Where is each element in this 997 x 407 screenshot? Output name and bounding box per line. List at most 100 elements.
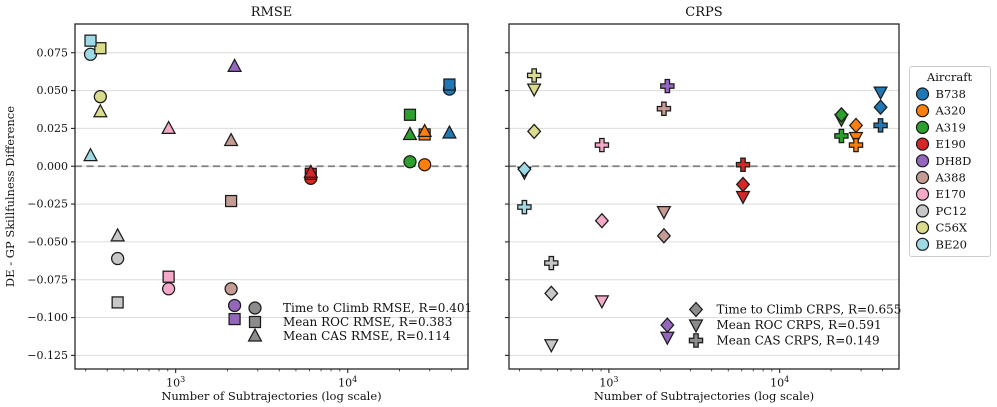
y-tick-label: −0.100 bbox=[27, 311, 68, 324]
y-axis-label-group: DE - GP Skillfulness Difference bbox=[3, 106, 17, 287]
crps-diamond-e170-point bbox=[594, 212, 610, 229]
y-tick-label: −0.075 bbox=[27, 273, 68, 286]
legend-circle-icon bbox=[248, 301, 262, 315]
y-tick-label: 0.025 bbox=[37, 122, 69, 135]
rmse-circle-a320-point bbox=[418, 158, 432, 172]
aircraft-legend-frame bbox=[909, 66, 991, 257]
aircraft-color-swatch-e170-icon bbox=[915, 187, 930, 201]
rmse-circle-c56x-point bbox=[93, 90, 107, 104]
aircraft-legend-label: B738 bbox=[936, 87, 966, 101]
crps-diamond-b738-point bbox=[873, 99, 888, 116]
rmse-circle-e170-point bbox=[161, 282, 176, 296]
rmse-triangle-up-b738-point bbox=[441, 124, 457, 139]
rmse-circle-dh8d-point bbox=[227, 298, 242, 313]
crps-triangle-down-pc12-point bbox=[543, 339, 559, 354]
crps-plus-e190-point bbox=[735, 157, 751, 172]
subplot-title: CRPS bbox=[685, 5, 722, 20]
crps-plus-e170-point bbox=[594, 137, 610, 153]
crps-diamond-dh8d-point bbox=[660, 317, 675, 334]
aircraft-legend-label: BE20 bbox=[936, 237, 967, 251]
aircraft-legend-label: A320 bbox=[935, 104, 966, 118]
rmse-subplot: 103 1040.0750.0500.0250.000−0.025−0.050−0… bbox=[27, 5, 472, 403]
crps-plus-pc12-point bbox=[544, 255, 559, 271]
crps-triangle-down-b738-point bbox=[873, 86, 889, 101]
crps-diamond-a319-point bbox=[834, 106, 849, 123]
rmse-square-dh8d-point bbox=[228, 312, 241, 326]
aircraft-color-swatch-a388-icon bbox=[915, 170, 930, 185]
legend-square-icon bbox=[248, 315, 262, 329]
crps-plus-be20-point bbox=[517, 199, 532, 215]
aircraft-legend-label: A319 bbox=[935, 120, 966, 134]
x-tick-exponent: 4 bbox=[352, 375, 357, 384]
x-tick-exponent: 3 bbox=[613, 375, 618, 384]
plot-frame bbox=[74, 23, 469, 370]
crps-diamond-pc12-point bbox=[544, 285, 559, 302]
aircraft-color-swatch-c56x-icon bbox=[915, 221, 930, 235]
series-legend-label: Mean ROC CRPS, R=0.591 bbox=[717, 318, 882, 332]
x-axis-label: Number of Subtrajectories (log scale) bbox=[594, 389, 814, 403]
y-axis-label: DE - GP Skillfulness Difference bbox=[3, 106, 17, 287]
crps-plus-a320-point bbox=[848, 137, 864, 153]
aircraft-color-swatch-a320-icon bbox=[915, 104, 930, 118]
aircraft-color-swatch-a319-icon bbox=[915, 120, 930, 135]
x-axis-label: Number of Subtrajectories (log scale) bbox=[161, 389, 381, 403]
legend-plus-icon bbox=[688, 333, 704, 348]
crps-plus-b738-point bbox=[873, 118, 888, 133]
crps-plus-c56x-point bbox=[526, 68, 542, 83]
crps-triangle-down-c56x-point bbox=[526, 83, 542, 98]
y-tick-label: −0.125 bbox=[27, 349, 68, 362]
subplot-title: RMSE bbox=[251, 5, 293, 20]
rmse-circle-a388-point bbox=[224, 282, 238, 296]
rmse-triangle-up-a320-point bbox=[417, 123, 433, 138]
rmse-square-c56x-point bbox=[94, 42, 107, 55]
rmse-triangle-up-a319-point bbox=[402, 126, 418, 141]
data-points bbox=[83, 34, 457, 326]
rmse-square-e170-point bbox=[162, 270, 175, 283]
x-tick-exponent: 3 bbox=[180, 375, 185, 384]
crps-diamond-c56x-point bbox=[527, 123, 542, 140]
aircraft-color-swatch-b738-icon bbox=[915, 87, 930, 101]
y-tick-label: −0.025 bbox=[27, 198, 68, 211]
aircraft-legend-label: A388 bbox=[935, 171, 966, 185]
rmse-triangle-up-e190-point bbox=[303, 164, 319, 178]
rmse-triangle-up-dh8d-point bbox=[227, 58, 243, 72]
crps-plus-a319-point bbox=[834, 128, 849, 144]
gridlines bbox=[75, 52, 468, 356]
aircraft-color-swatch-be20-icon bbox=[915, 237, 930, 251]
series-legend-label: Time to Climb CRPS, R=0.655 bbox=[717, 303, 902, 317]
aircraft-color-swatch-pc12-icon bbox=[915, 204, 930, 218]
crps-diamond-a320-point bbox=[848, 117, 864, 134]
rmse-square-be20-point bbox=[84, 34, 97, 47]
crps-diamond-a388-point bbox=[656, 227, 672, 244]
rmse-triangle-up-e170-point bbox=[161, 120, 177, 135]
plot-frame bbox=[508, 23, 900, 370]
series-legend-label: Mean ROC RMSE, R=0.383 bbox=[283, 315, 452, 329]
y-tick-label: 0.000 bbox=[37, 160, 69, 173]
rmse-square-b738-point bbox=[443, 78, 456, 91]
legend-triangle-up-icon bbox=[247, 327, 263, 342]
series-legend-label: Time to Climb RMSE, R=0.401 bbox=[283, 301, 472, 315]
rmse-triangle-up-c56x-point bbox=[92, 103, 108, 118]
aircraft-legend-label: C56X bbox=[936, 221, 968, 235]
y-tick-label: 0.075 bbox=[37, 46, 69, 59]
aircraft-legend-label: PC12 bbox=[936, 204, 967, 218]
aircraft-legend-title: Aircraft bbox=[926, 70, 973, 84]
aircraft-legend-label: DH8D bbox=[936, 154, 972, 168]
data-points bbox=[516, 68, 889, 354]
crps-diamond-be20-point bbox=[517, 161, 532, 178]
rmse-square-a319-point bbox=[403, 108, 417, 121]
rmse-triangle-up-be20-point bbox=[83, 147, 98, 162]
series-legend-label: Mean CAS RMSE, R=0.114 bbox=[283, 329, 451, 343]
aircraft-legend-label: E190 bbox=[936, 137, 966, 151]
aircraft-legend-label: E170 bbox=[936, 187, 966, 201]
y-tick-label: 0.050 bbox=[37, 84, 69, 97]
x-tick-exponent: 4 bbox=[784, 375, 789, 384]
rmse-circle-a319-point bbox=[403, 155, 417, 169]
aircraft-color-swatch-e190-icon bbox=[915, 137, 930, 151]
